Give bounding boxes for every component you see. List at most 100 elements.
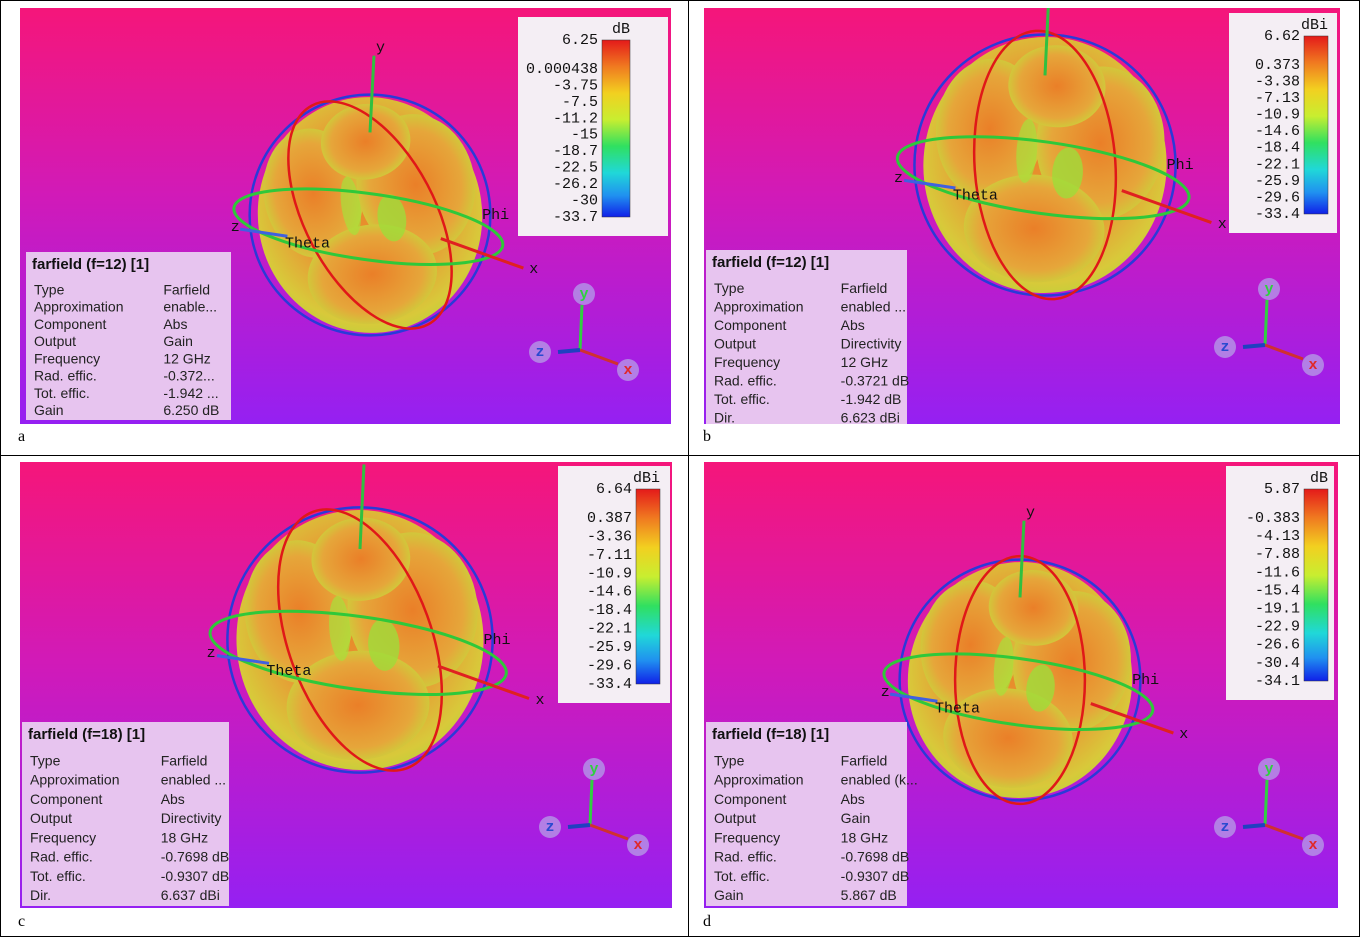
info-value: Directivity — [161, 810, 222, 826]
info-key: Tot. effic. — [714, 391, 770, 407]
info-key: Type — [714, 752, 745, 768]
info-value: Farfield — [841, 752, 888, 768]
legend-tick-label: -25.9 — [587, 639, 632, 656]
info-value: 6.250 dB — [163, 402, 219, 418]
info-key: Gain — [714, 887, 744, 903]
triad-axis — [590, 780, 592, 825]
legend-tick-label: -18.4 — [1255, 140, 1300, 157]
info-value: 5.867 dB — [841, 887, 897, 903]
legend-tick-label: 0.387 — [587, 510, 632, 527]
legend-unit: dBi — [633, 470, 660, 487]
info-title: farfield (f=12) [1] — [32, 256, 149, 273]
triad-label: y — [579, 286, 588, 303]
panel-label: d — [703, 913, 711, 931]
info-value: Gain — [841, 810, 871, 826]
axis-label: x — [1218, 216, 1227, 233]
triad-axis — [580, 305, 582, 350]
axis-label: Phi — [1132, 672, 1159, 689]
legend-tick-label: -3.38 — [1255, 74, 1300, 91]
legend-tick-label: -7.13 — [1255, 90, 1300, 107]
triad-label: z — [1220, 339, 1229, 356]
legend-tick-label: -26.6 — [1255, 637, 1300, 654]
legend-tick-label: -22.1 — [1255, 156, 1300, 173]
legend-tick-label: -14.6 — [1255, 123, 1300, 140]
info-key: Type — [30, 752, 61, 768]
info-key: Rad. effic. — [714, 849, 777, 865]
legend-tick-label: -18.4 — [587, 602, 632, 619]
legend-tick-label: -19.1 — [1255, 601, 1300, 618]
info-value: Directivity — [841, 335, 902, 351]
axis-label: x — [1179, 726, 1188, 743]
info-key: Tot. effic. — [34, 385, 90, 401]
legend-unit: dB — [1310, 470, 1328, 487]
legend-tick-label: -29.6 — [1255, 189, 1300, 206]
axis-label: Theta — [266, 663, 311, 680]
legend-tick-label: -14.6 — [587, 584, 632, 601]
legend-tick-label: -33.7 — [553, 209, 598, 226]
legend-tick-label: 6.64 — [596, 481, 632, 498]
triad-label: x — [1308, 357, 1317, 374]
info-value: enable... — [163, 299, 217, 315]
color-bar — [1304, 36, 1328, 214]
triad-label: x — [623, 362, 632, 379]
info-key: Rad. effic. — [30, 849, 93, 865]
triad-axis — [568, 825, 590, 827]
legend-tick-label: -15 — [571, 127, 598, 144]
legend-tick-label: 0.373 — [1255, 57, 1300, 74]
info-key: Tot. effic. — [714, 868, 770, 884]
info-value: -0.9307 dB — [161, 868, 230, 884]
legend-tick-label: -30.4 — [1255, 655, 1300, 672]
info-value: enabled (k... — [841, 772, 918, 788]
triad-axis — [1243, 825, 1265, 827]
legend-tick-label: -30 — [571, 193, 598, 210]
divider — [0, 0, 1, 937]
legend-unit: dBi — [1301, 17, 1328, 34]
divider — [0, 455, 1360, 456]
legend-unit: dB — [612, 21, 630, 38]
info-value: 12 GHz — [163, 350, 210, 366]
legend-tick-label: -33.4 — [587, 676, 632, 693]
info-value: 18 GHz — [161, 829, 208, 845]
axis-label: z — [231, 219, 240, 236]
axis-label: x — [529, 261, 538, 278]
info-key: Approximation — [714, 772, 804, 788]
legend-tick-label: -10.9 — [587, 565, 632, 582]
legend-tick-label: -26.2 — [553, 176, 598, 193]
info-key: Rad. effic. — [714, 372, 777, 388]
info-value: -0.372... — [163, 368, 214, 384]
legend-tick-label: -22.1 — [587, 621, 632, 638]
info-value: Abs — [841, 791, 865, 807]
triad-label: z — [1220, 819, 1229, 836]
legend-tick-label: -22.9 — [1255, 619, 1300, 636]
info-value: 12 GHz — [841, 354, 888, 370]
info-value: Abs — [841, 317, 865, 333]
legend-tick-label: 0.000438 — [526, 61, 598, 78]
triad-label: x — [1308, 837, 1317, 854]
info-key: Approximation — [34, 299, 124, 315]
info-key: Component — [34, 316, 106, 332]
panel-label: a — [18, 428, 25, 446]
legend-tick-label: -3.75 — [553, 77, 598, 94]
info-key: Output — [30, 810, 72, 826]
info-value: 18 GHz — [841, 829, 888, 845]
info-value: -0.3721 dB — [841, 372, 910, 388]
axis-label: Phi — [484, 632, 511, 649]
legend-tick-label: -11.6 — [1255, 564, 1300, 581]
info-key: Type — [714, 280, 745, 296]
info-key: Type — [34, 281, 65, 297]
axis-label: Phi — [1167, 157, 1194, 174]
info-value: Farfield — [841, 280, 888, 296]
triad-label: x — [633, 837, 642, 854]
legend-tick-label: -7.11 — [587, 547, 632, 564]
info-value: Abs — [163, 316, 187, 332]
legend-tick-label: -15.4 — [1255, 582, 1300, 599]
triad-axis — [1243, 345, 1265, 347]
info-key: Output — [714, 810, 756, 826]
info-value: -0.7698 dB — [161, 849, 230, 865]
legend-tick-label: -4.13 — [1255, 528, 1300, 545]
legend-tick-label: -25.9 — [1255, 173, 1300, 190]
info-key: Output — [34, 333, 76, 349]
legend-tick-label: -0.383 — [1246, 510, 1300, 527]
info-key: Frequency — [30, 829, 96, 845]
info-key: Rad. effic. — [34, 368, 97, 384]
